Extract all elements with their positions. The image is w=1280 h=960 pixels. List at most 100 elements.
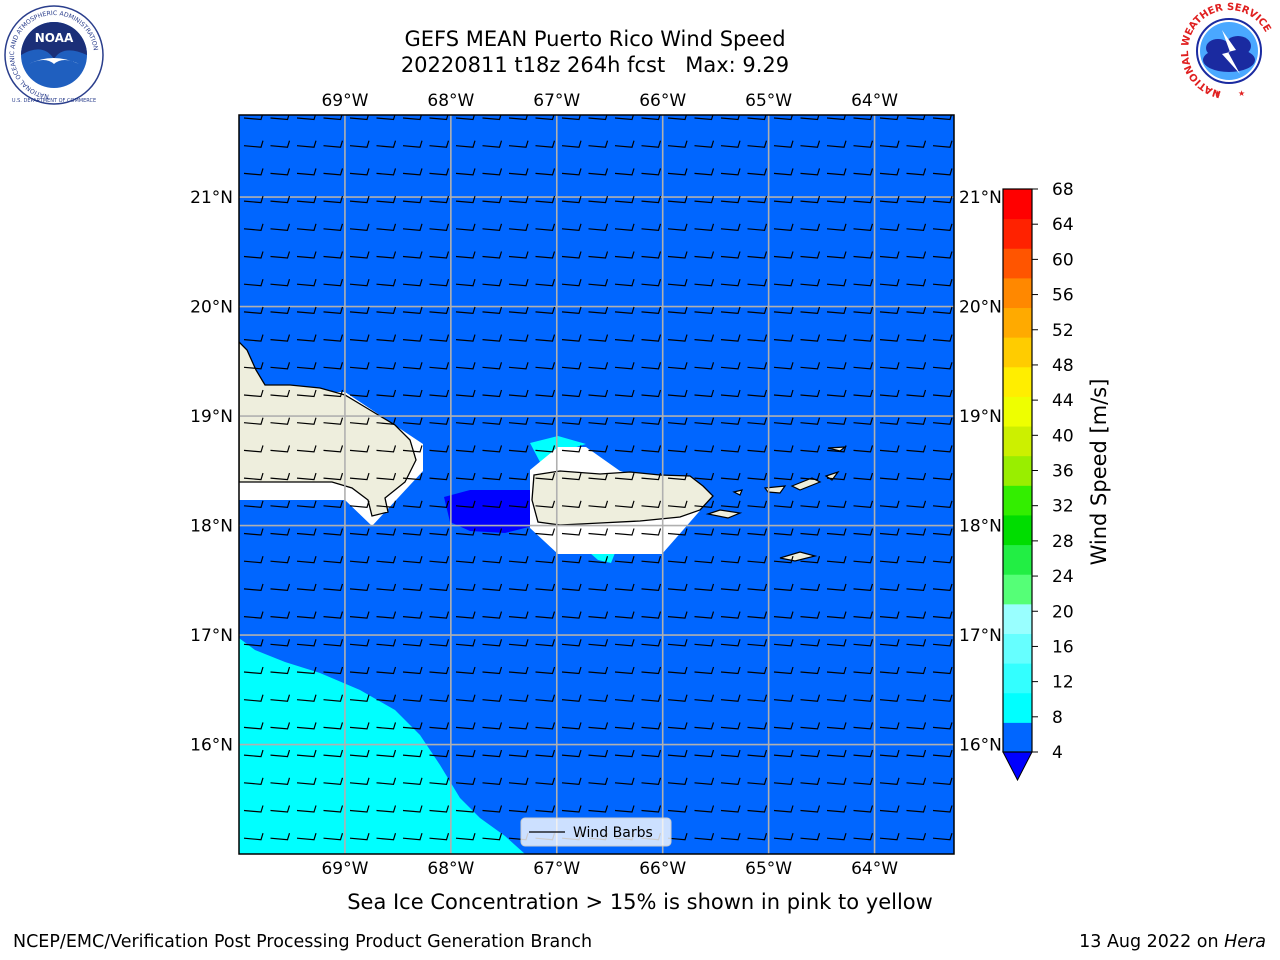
wind-barb-105 (879, 195, 900, 204)
wind-barb-471 (561, 583, 582, 592)
wind-barb-391 (588, 500, 609, 508)
wind-barb-449 (694, 556, 715, 564)
wind-barb-448 (667, 556, 688, 564)
wind-barb-590 (853, 694, 874, 702)
wind-barb-104 (853, 195, 874, 204)
wind-barb-134 (932, 223, 953, 231)
wind-barb-204 (641, 306, 662, 315)
wind-barb-64 (508, 168, 529, 176)
wind-barb-372 (800, 472, 821, 481)
wind-barb-479 (773, 583, 794, 592)
wind-barb-587 (773, 694, 794, 702)
wind-barb-97 (667, 195, 688, 204)
wind-barb-126 (720, 223, 741, 231)
wind-barb-554 (614, 666, 635, 675)
wind-barb-566 (932, 666, 953, 675)
wind-barb-653 (376, 777, 397, 785)
chart-subtitle: 20220811 t18z 264h fcst Max: 9.29 (400, 53, 790, 77)
wind-barb-327 (323, 445, 344, 453)
wind-barb-357 (402, 472, 423, 481)
wind-barb-366 (641, 472, 662, 481)
wind-barb-196 (429, 306, 450, 315)
wind-barb-103 (826, 195, 847, 204)
wind-region-8-12-southwest (239, 638, 525, 854)
wind-barb-62 (455, 168, 476, 176)
wind-barb-538 (906, 639, 927, 647)
wind-barb-573 (402, 694, 423, 702)
wind-barb-535 (826, 639, 847, 647)
wind-barb-164 (296, 279, 317, 287)
wind-barb-507 (800, 611, 821, 619)
wind-barb-495 (482, 611, 503, 619)
wind-barb-564 (879, 666, 900, 675)
wind-barb-78 (879, 168, 900, 176)
wind-barb-142 (429, 251, 450, 259)
wind-barb-488 (296, 611, 317, 619)
wind-barb-157 (826, 251, 847, 259)
wind-barb-254 (535, 362, 556, 370)
wind-barb-606 (561, 722, 582, 730)
wind-barb-706 (349, 833, 370, 841)
wind-barb-224 (455, 334, 476, 342)
wind-barb-489 (323, 611, 344, 619)
colorbar-tick-16: 68 (1052, 180, 1074, 200)
wind-barb-691 (667, 805, 688, 813)
wind-barb-428 (853, 528, 874, 536)
wind-barb-589 (826, 694, 847, 702)
wind-barb-123 (641, 223, 662, 231)
wind-barb-203 (614, 306, 635, 315)
wind-barb-364 (588, 472, 609, 481)
colorbar-tick-5: 24 (1052, 567, 1074, 587)
wind-barb-493 (429, 611, 450, 619)
wind-barb-206 (694, 306, 715, 315)
wind-barb-491 (376, 611, 397, 619)
wind-barb-409 (349, 528, 370, 536)
wind-barb-420 (641, 528, 662, 536)
wind-barb-141 (402, 251, 423, 259)
wind-barb-335 (535, 445, 556, 453)
wind-barb-598 (349, 722, 370, 730)
wind-barb-174 (561, 279, 582, 287)
wind-barb-704 (296, 833, 317, 841)
wind-barb-378 (243, 500, 264, 508)
wind-barb-152 (694, 251, 715, 259)
lon-tick-bottom-4: 65°W (745, 859, 792, 879)
wind-barb-565 (906, 666, 927, 675)
wind-barb-626 (376, 749, 397, 758)
wind-barb-315 (720, 417, 741, 425)
colorbar-tick-10: 44 (1052, 391, 1074, 411)
noaa-bottom-text: U.S. DEPARTMENT OF COMMERCE (12, 98, 96, 104)
wind-barb-628 (429, 749, 450, 758)
wind-barb-340 (667, 445, 688, 453)
noaa-logo-text: NOAA (35, 31, 74, 45)
wind-barb-316 (747, 417, 768, 425)
wind-barb-466 (429, 583, 450, 592)
wind-barb-330 (402, 445, 423, 453)
colorbar-tick-9: 40 (1052, 426, 1074, 446)
wind-barb-81 (243, 195, 264, 204)
wind-barb-332 (455, 445, 476, 453)
wind-barb-477 (720, 583, 741, 592)
wind-barb-640 (747, 749, 768, 758)
wind-barb-173 (535, 279, 556, 287)
wind-barb-329 (376, 445, 397, 453)
wind-barb-217 (270, 334, 291, 342)
wind-barb-499 (588, 611, 609, 619)
wind-barb-61 (429, 168, 450, 176)
wind-barb-552 (561, 666, 582, 675)
wind-barb-478 (747, 583, 768, 592)
wind-barb-286 (667, 389, 688, 398)
wind-barb-608 (614, 722, 635, 730)
wind-barb-461 (296, 583, 317, 592)
wind-barb-473 (614, 583, 635, 592)
nws-logo: NATIONAL WEATHER SERVICE ★ ★ (1180, 2, 1278, 100)
footer-left: NCEP/EMC/Verification Post Processing Pr… (13, 932, 593, 952)
wind-barb-644 (853, 749, 874, 758)
wind-barb-263 (773, 362, 794, 370)
caption: Sea Ice Concentration > 15% is shown in … (347, 890, 933, 914)
wind-barb-669 (800, 777, 821, 785)
wind-barb-289 (747, 389, 768, 398)
wind-barb-583 (667, 694, 688, 702)
wind-barb-675 (243, 805, 264, 813)
wind-barb-356 (376, 472, 397, 481)
